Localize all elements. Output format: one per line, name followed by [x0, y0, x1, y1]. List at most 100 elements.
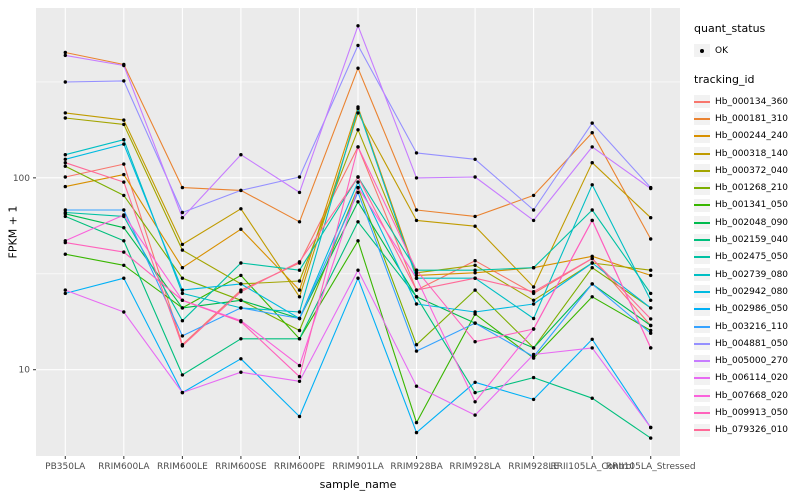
data-point — [239, 370, 243, 374]
line-key-icon — [694, 406, 710, 420]
line-key-icon — [694, 320, 710, 333]
data-point — [239, 357, 243, 361]
data-point — [649, 273, 653, 278]
line-key-icon — [694, 198, 710, 212]
legend-item-label: Hb_004881_050 — [715, 338, 789, 349]
data-point — [590, 282, 594, 286]
data-point — [239, 290, 243, 294]
data-point — [590, 218, 594, 223]
gridlines — [36, 8, 680, 456]
data-point — [649, 331, 653, 335]
data-point — [531, 285, 536, 289]
data-points — [63, 24, 653, 440]
data-point — [414, 343, 419, 347]
data-point — [239, 298, 243, 302]
data-point — [356, 268, 360, 272]
line-key-icon — [694, 285, 710, 299]
data-point — [531, 352, 536, 357]
legend-item-Hb_006114_020: Hb_006114_020 — [694, 370, 798, 387]
legend-item-label: Hb_001268_210 — [715, 183, 789, 194]
data-point — [122, 276, 126, 280]
x-tick-label: PB350LA — [45, 462, 86, 472]
data-point — [180, 242, 185, 247]
data-point — [531, 290, 536, 294]
axis-ticks-and-labels: 10 100 PB350LA RRIM600LA RRIM600LE RRIM600SE R… — [13, 174, 696, 472]
data-point — [63, 161, 67, 165]
data-point — [239, 153, 243, 157]
legend-item-Hb_004881_050: Hb_004881_050 — [694, 335, 798, 352]
data-point — [473, 157, 477, 161]
legend-item-Hb_005000_270: Hb_005000_270 — [694, 352, 798, 369]
data-point — [649, 186, 653, 191]
data-point — [414, 218, 419, 223]
line-key-icon — [694, 216, 710, 230]
legend-item-Hb_002942_080: Hb_002942_080 — [694, 283, 798, 300]
data-point — [63, 164, 67, 168]
data-point — [180, 288, 185, 292]
legend-item-Hb_009913_050: Hb_009913_050 — [694, 404, 798, 421]
data-point — [473, 288, 477, 292]
data-point — [414, 276, 419, 280]
data-point — [63, 153, 67, 157]
data-point — [356, 24, 360, 28]
data-point — [649, 291, 653, 296]
data-point — [590, 256, 594, 261]
quant-status-legend-title: quant_status — [694, 22, 766, 35]
data-point — [63, 175, 67, 179]
data-point — [297, 414, 302, 419]
data-point — [356, 145, 360, 149]
data-point — [122, 172, 126, 177]
data-point — [122, 250, 126, 254]
data-point — [356, 185, 360, 190]
x-tick-label: RRIM928BA — [390, 462, 443, 472]
legend-item-label: OK — [715, 45, 728, 56]
data-point — [414, 295, 419, 299]
data-point — [356, 111, 360, 115]
line-key-icon — [694, 181, 710, 195]
data-point — [122, 180, 126, 184]
data-point — [180, 344, 185, 348]
data-point — [297, 337, 302, 341]
data-point — [414, 151, 419, 155]
data-point — [649, 216, 653, 220]
data-point — [180, 210, 185, 215]
tracking-id-legend: tracking_id Hb_000134_360 Hb_000181_310 Hb… — [694, 73, 798, 439]
data-point — [590, 396, 594, 400]
x-tick-label: RRIM901LA — [332, 462, 384, 472]
line-key-icon — [694, 233, 710, 247]
data-point — [180, 266, 185, 270]
data-point — [531, 397, 536, 402]
data-point — [356, 239, 360, 243]
legend-item-label: Hb_007668_020 — [715, 390, 789, 401]
data-point — [297, 295, 302, 299]
data-point — [122, 213, 126, 217]
legend-item-label: Hb_002986_050 — [715, 304, 789, 315]
data-point — [414, 268, 419, 272]
data-point — [239, 306, 243, 310]
legend-item-label: Hb_003216_110 — [715, 321, 789, 332]
data-point — [473, 276, 477, 280]
data-point — [122, 162, 126, 166]
y-axis-title: FPKM + 1 — [6, 205, 20, 259]
data-point — [531, 266, 536, 270]
data-point — [414, 420, 419, 425]
data-point — [590, 295, 594, 299]
legend-item-Hb_002159_040: Hb_002159_040 — [694, 231, 798, 248]
legend-item-label: Hb_002159_040 — [715, 235, 789, 246]
legend-item-label: Hb_002048_090 — [715, 217, 789, 228]
data-point — [180, 306, 185, 310]
data-point — [414, 208, 419, 212]
legend-item-Hb_079326_010: Hb_079326_010 — [694, 422, 798, 439]
data-point — [239, 207, 243, 211]
data-point — [297, 190, 302, 195]
legend-item-label: Hb_000372_040 — [715, 165, 789, 176]
data-point — [63, 184, 67, 189]
data-point — [63, 116, 67, 120]
data-point — [63, 50, 67, 55]
line-key-icon — [694, 337, 710, 351]
x-tick-label: RRII105LA_Stressed — [606, 462, 696, 472]
tracking-id-legend-items: Hb_000134_360 Hb_000181_310 Hb_000244_240 H… — [694, 93, 798, 439]
legend-item-Hb_001268_210: Hb_001268_210 — [694, 179, 798, 196]
data-point — [63, 111, 67, 115]
